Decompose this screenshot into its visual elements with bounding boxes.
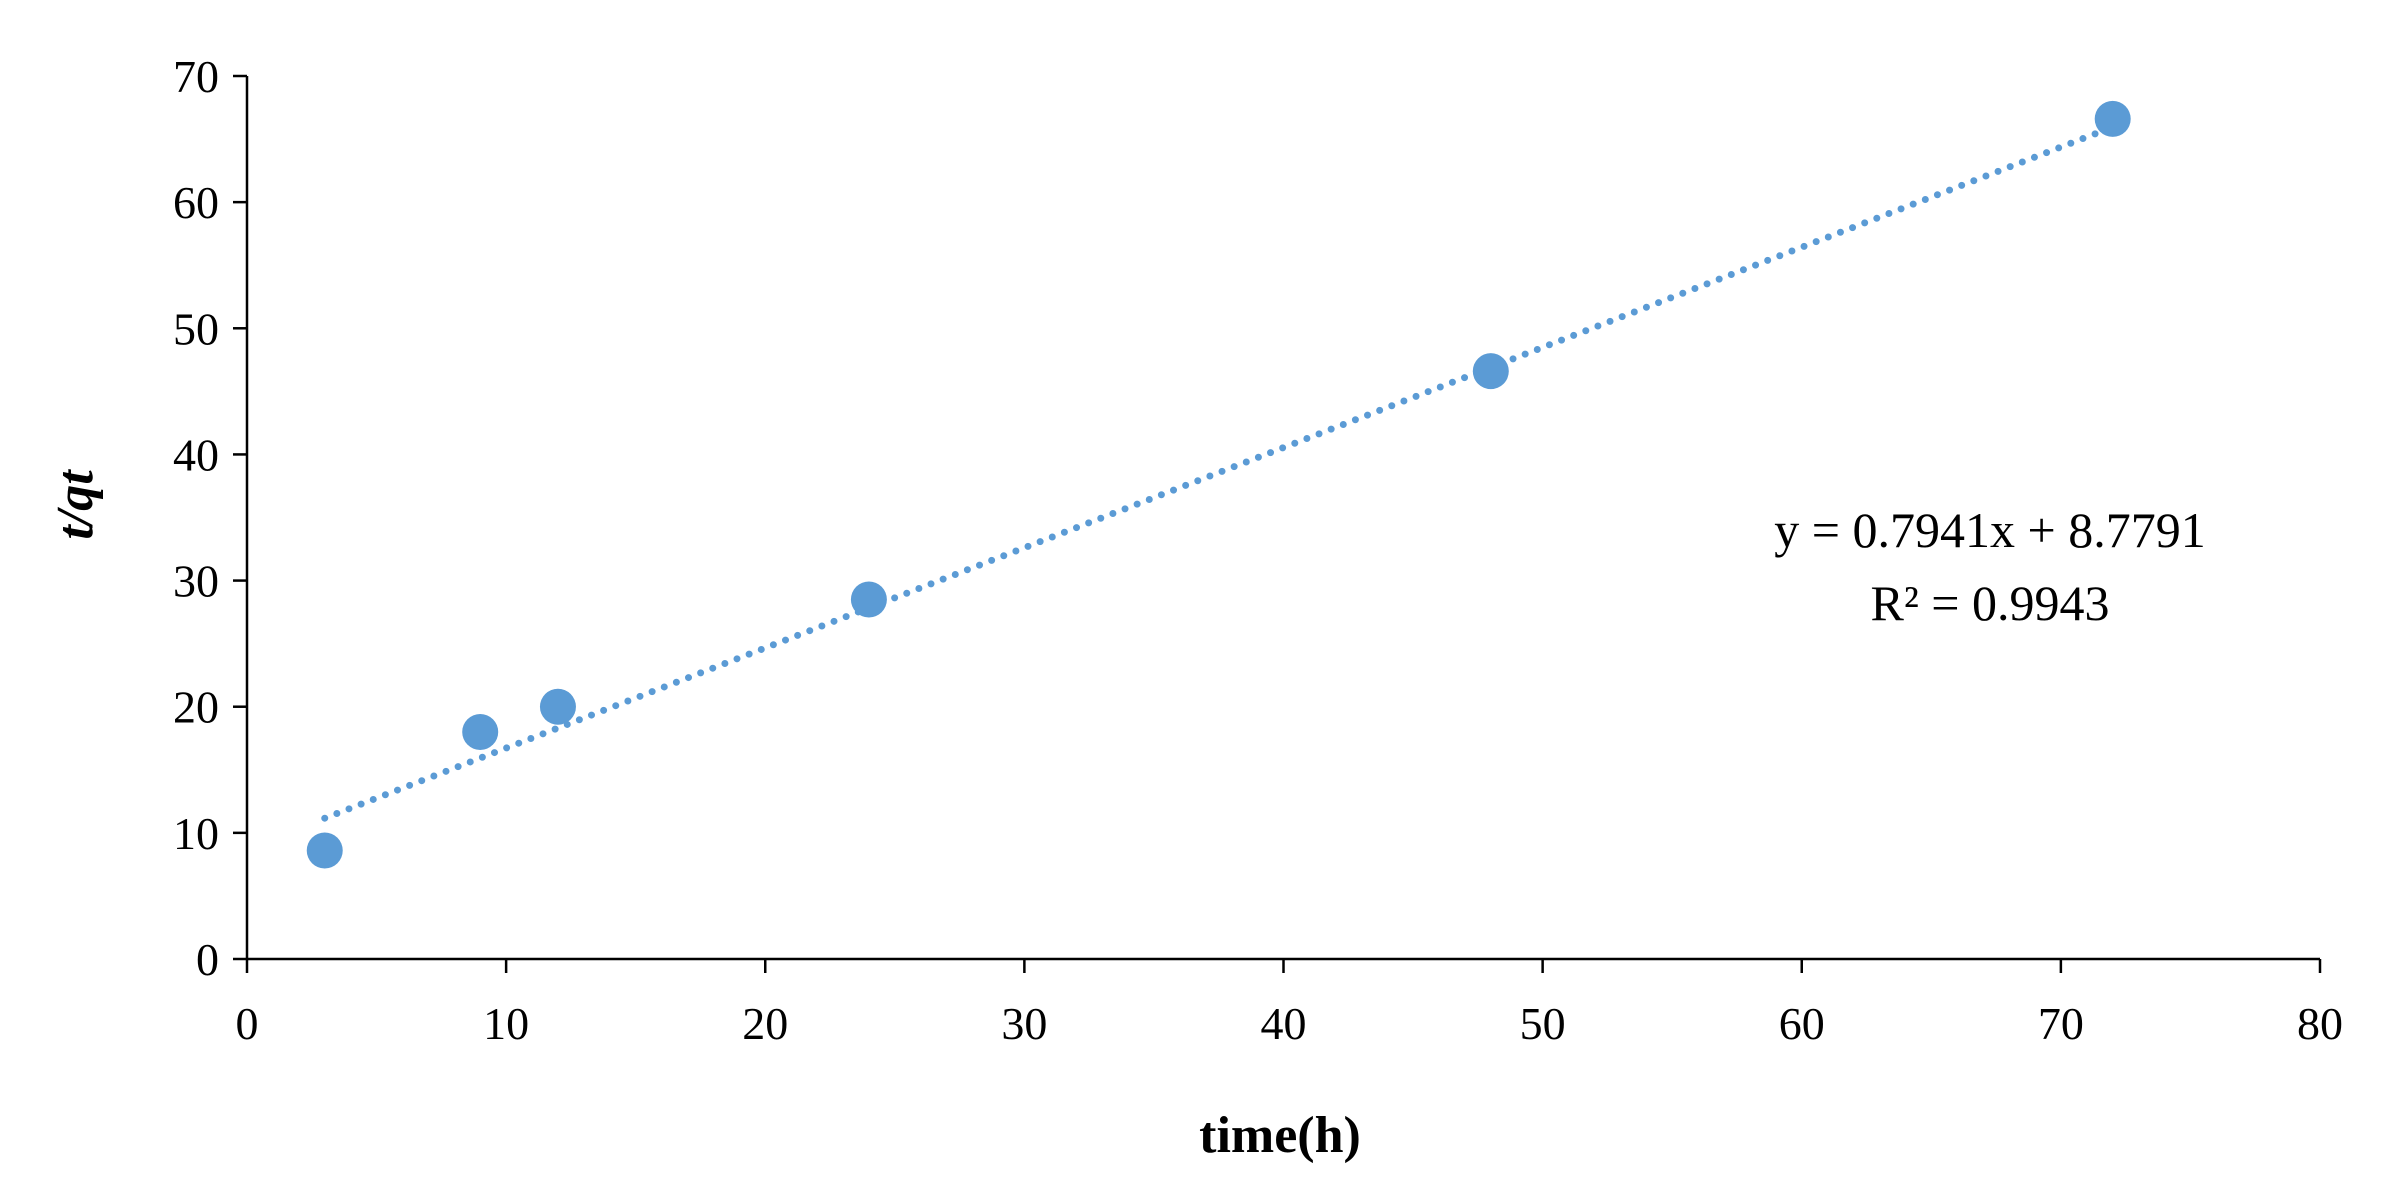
y-axis-title: t/qt [47, 469, 104, 540]
y-tick-label: 50 [173, 303, 219, 354]
y-tick-label: 60 [173, 177, 219, 228]
x-tick-label: 60 [1779, 998, 1825, 1049]
x-axis-ticks: 0 10 20 30 40 50 60 70 80 [236, 959, 2343, 1049]
trendline [321, 123, 2117, 822]
r-squared-label: R² = 0.9943 [1870, 575, 2109, 631]
data-point [2094, 100, 2131, 137]
x-tick-label: 20 [742, 998, 788, 1049]
x-tick-label: 0 [236, 998, 259, 1049]
y-tick-label: 10 [173, 808, 219, 859]
trendline-equation: y = 0.7941x + 8.7791 [1774, 502, 2205, 558]
data-point [850, 581, 887, 618]
data-point [539, 688, 576, 725]
x-tick-label: 50 [1520, 998, 1566, 1049]
trendline-path [321, 123, 2117, 822]
data-point [1472, 353, 1509, 390]
y-tick-label: 40 [173, 429, 219, 480]
y-tick-label: 0 [196, 934, 219, 985]
x-tick-label: 10 [483, 998, 529, 1049]
data-point [306, 832, 343, 869]
x-tick-label: 40 [1261, 998, 1307, 1049]
y-tick-label: 70 [173, 51, 219, 102]
data-point [462, 713, 499, 750]
y-axis-ticks: 0 10 20 30 40 50 60 70 [173, 51, 247, 985]
y-tick-label: 30 [173, 556, 219, 607]
x-tick-label: 30 [1001, 998, 1047, 1049]
x-tick-label: 70 [2038, 998, 2084, 1049]
x-tick-label: 80 [2297, 998, 2343, 1049]
y-tick-label: 20 [173, 682, 219, 733]
x-axis-title: time(h) [1199, 1107, 1361, 1164]
plot-area: 0 10 20 30 40 50 60 70 0 10 20 30 40 50 60 70 80 [173, 51, 2343, 1049]
data-points [306, 100, 2131, 869]
